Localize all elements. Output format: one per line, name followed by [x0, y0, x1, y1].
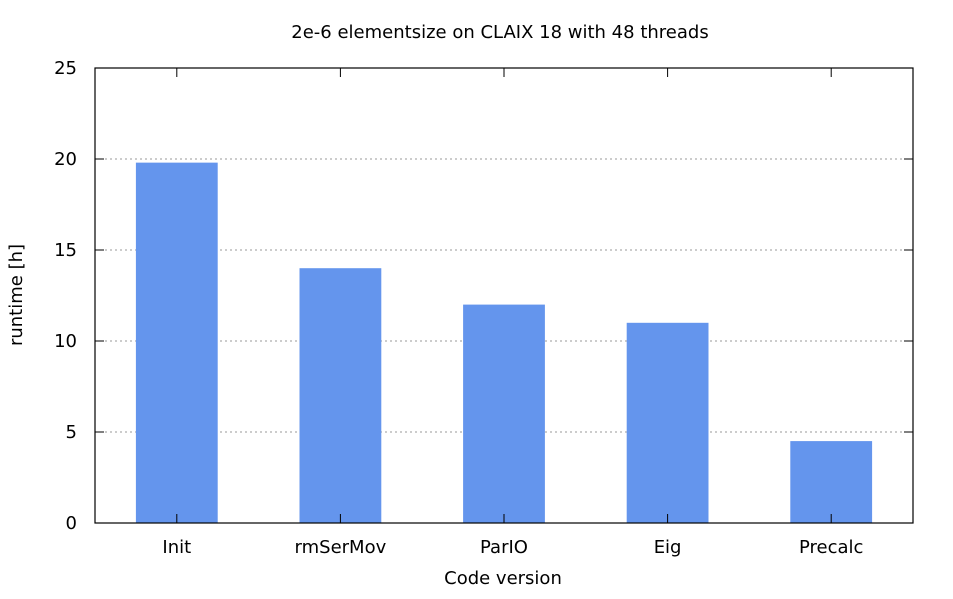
x-axis-label: Code version — [444, 568, 562, 589]
x-axis-ticks: Init rmSerMov ParIO Eig Precalc — [162, 68, 863, 558]
chart-title: 2e-6 elementsize on CLAIX 18 with 48 thr… — [291, 22, 708, 43]
x-tick-label: Precalc — [799, 537, 863, 558]
y-tick-label: 0 — [66, 513, 77, 534]
gridlines — [95, 158, 913, 433]
y-tick-label: 10 — [54, 331, 77, 352]
bar-precalc — [790, 441, 873, 523]
y-axis-ticks: 0 5 10 15 20 25 — [54, 58, 913, 534]
bars — [135, 162, 873, 523]
y-tick-label: 5 — [66, 422, 77, 443]
y-tick-label: 25 — [54, 58, 77, 79]
y-tick-label: 20 — [54, 149, 77, 170]
x-tick-label: Eig — [654, 537, 682, 558]
x-tick-label: Init — [162, 537, 191, 558]
bar-init — [135, 162, 218, 523]
x-tick-label: ParIO — [480, 537, 528, 558]
x-tick-label: rmSerMov — [295, 537, 387, 558]
y-tick-label: 15 — [54, 240, 77, 261]
y-axis-label: runtime [h] — [6, 244, 27, 346]
bar-pario — [463, 304, 545, 523]
bar-eig — [626, 322, 709, 523]
bar-rmsermov — [299, 268, 382, 523]
